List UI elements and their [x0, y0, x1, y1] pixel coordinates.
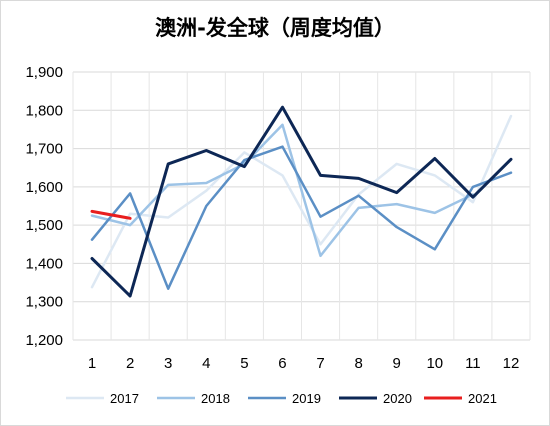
y-tick-label: 1,400	[25, 255, 63, 272]
legend-label-2019: 2019	[292, 391, 321, 406]
x-tick-label: 10	[426, 355, 443, 372]
y-tick-label: 1,300	[25, 294, 63, 311]
x-tick-label: 4	[202, 355, 210, 372]
legend-label-2020: 2020	[383, 391, 412, 406]
x-tick-label: 3	[164, 355, 172, 372]
y-tick-label: 1,200	[25, 332, 63, 349]
series-line-2019	[90, 145, 513, 290]
x-tick-label: 1	[88, 355, 96, 372]
series-line-2020	[90, 105, 513, 298]
y-tick-label: 1,600	[25, 179, 63, 196]
series-line-2017	[90, 114, 513, 289]
x-tick-label: 8	[354, 355, 362, 372]
x-axis-tick-labels: 1 2 3 4 5 6 7 8 9 10 11 12	[88, 355, 519, 372]
x-tick-label: 7	[316, 355, 324, 372]
x-tick-label: 2	[126, 355, 134, 372]
y-tick-label: 1,800	[25, 102, 63, 119]
y-tick-label: 1,500	[25, 217, 63, 234]
series-lines	[90, 105, 513, 298]
x-tick-label: 11	[465, 355, 481, 372]
x-tick-label: 5	[240, 355, 248, 372]
x-tick-label: 6	[278, 355, 286, 372]
legend: 2017 2018 2019 2020 2021	[66, 391, 497, 406]
y-tick-label: 1,900	[25, 64, 63, 81]
chart-title: 澳洲-发全球（周度均值）	[155, 16, 395, 40]
x-tick-label: 9	[393, 355, 401, 372]
legend-label-2017: 2017	[110, 391, 139, 406]
legend-label-2018: 2018	[201, 391, 230, 406]
legend-label-2021: 2021	[468, 391, 497, 406]
y-axis-tick-labels: 1,200 1,300 1,400 1,500 1,600 1,700 1,800 1,900	[25, 64, 63, 349]
y-tick-label: 1,700	[25, 141, 63, 158]
series-line-2018	[90, 123, 475, 258]
series-line-2021	[90, 209, 132, 220]
x-tick-label: 12	[503, 355, 520, 372]
